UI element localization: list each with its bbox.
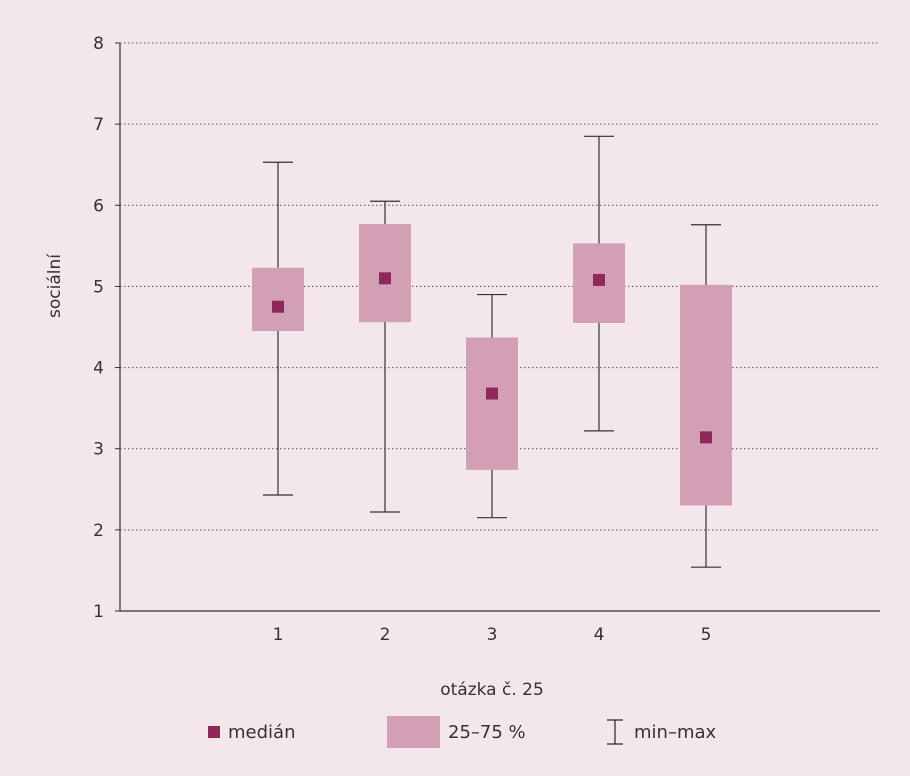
iqr-box — [466, 337, 518, 470]
box-group-2 — [359, 200, 411, 513]
box-group-3 — [466, 293, 518, 519]
y-tick-label: 2 — [93, 521, 104, 541]
y-tick-label: 4 — [93, 359, 104, 379]
y-tick-labels: 1 2 3 4 5 6 7 8 — [93, 34, 104, 622]
y-tick-label: 8 — [93, 34, 104, 54]
box-group-5 — [680, 224, 732, 568]
median-marker — [272, 300, 284, 313]
median-swatch — [208, 726, 220, 738]
median-marker — [593, 273, 605, 286]
box-group-1 — [252, 161, 304, 496]
legend-range-label: min–max — [634, 721, 717, 743]
legend-item-median: medián — [208, 712, 295, 752]
y-axis-label: sociální — [45, 253, 65, 318]
iqr-box — [252, 267, 304, 332]
legend: medián 25–75 % min–max — [0, 712, 910, 752]
x-tick-label: 4 — [594, 625, 605, 645]
box-series — [252, 135, 732, 568]
median-marker — [700, 431, 712, 444]
box-group-4 — [573, 135, 625, 432]
y-tick-label: 6 — [93, 196, 104, 216]
legend-item-box: 25–75 % — [387, 712, 526, 752]
legend-median-label: medián — [228, 721, 296, 743]
y-tick-label: 1 — [93, 602, 104, 622]
median-marker — [486, 387, 498, 400]
box-swatch — [387, 716, 440, 748]
y-tick-label: 7 — [93, 115, 104, 135]
x-axis-label: otázka č. 25 — [440, 680, 544, 700]
whisker-swatch — [607, 719, 623, 745]
x-tick-label: 3 — [487, 625, 498, 645]
x-tick-label: 1 — [273, 625, 284, 645]
legend-box-label: 25–75 % — [448, 721, 526, 743]
x-tick-label: 2 — [380, 625, 391, 645]
y-tick-label: 3 — [93, 440, 104, 460]
median-marker — [379, 272, 391, 285]
x-tick-label: 5 — [701, 625, 712, 645]
x-tick-labels: 1 2 3 4 5 — [273, 625, 712, 645]
chart: 1 2 3 4 5 6 7 8 1 2 3 4 5 sociální otázka č. 25 — [45, 34, 880, 700]
y-tick-label: 5 — [93, 277, 104, 297]
axes — [115, 42, 880, 612]
iqr-box — [680, 284, 732, 506]
legend-item-range: min–max — [604, 712, 716, 752]
